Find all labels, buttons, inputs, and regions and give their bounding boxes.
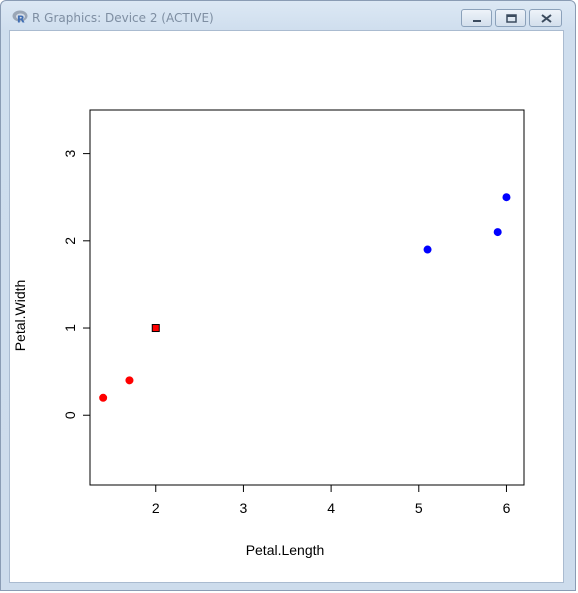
data-point bbox=[423, 245, 432, 254]
data-point bbox=[125, 376, 134, 385]
y-axis-label: Petal.Width bbox=[12, 280, 28, 352]
minimize-icon bbox=[473, 20, 481, 22]
svg-text:R: R bbox=[17, 15, 25, 25]
data-point bbox=[151, 324, 160, 333]
title-bar[interactable]: R R Graphics: Device 2 (ACTIVE) bbox=[1, 1, 575, 31]
scatter-chart: 2 3 4 5 6 0 1 2 3 Petal.Length Petal.Width bbox=[12, 109, 525, 558]
close-button[interactable] bbox=[529, 9, 562, 27]
window-title: R Graphics: Device 2 (ACTIVE) bbox=[32, 11, 214, 25]
x-tick-label: 5 bbox=[415, 500, 423, 516]
maximize-icon bbox=[506, 14, 517, 23]
x-tick-label: 2 bbox=[152, 500, 160, 516]
x-tick-label: 3 bbox=[240, 500, 248, 516]
close-icon bbox=[541, 14, 552, 23]
y-tick-label: 0 bbox=[62, 411, 78, 419]
y-tick-label: 3 bbox=[62, 150, 78, 158]
data-point bbox=[502, 193, 511, 202]
data-point bbox=[99, 393, 108, 402]
data-point bbox=[493, 228, 502, 237]
plot-frame bbox=[89, 109, 525, 486]
y-tick-label: 2 bbox=[62, 237, 78, 245]
minimize-button[interactable] bbox=[461, 9, 492, 27]
x-tick-label: 4 bbox=[327, 500, 335, 516]
x-axis-label: Petal.Length bbox=[246, 542, 325, 558]
plot-area: 2 3 4 5 6 0 1 2 3 Petal.Length Petal.Width bbox=[9, 30, 564, 583]
r-logo-icon: R bbox=[12, 10, 28, 26]
x-tick-label: 6 bbox=[503, 500, 511, 516]
maximize-button[interactable] bbox=[495, 9, 526, 27]
y-tick-label: 1 bbox=[62, 324, 78, 332]
